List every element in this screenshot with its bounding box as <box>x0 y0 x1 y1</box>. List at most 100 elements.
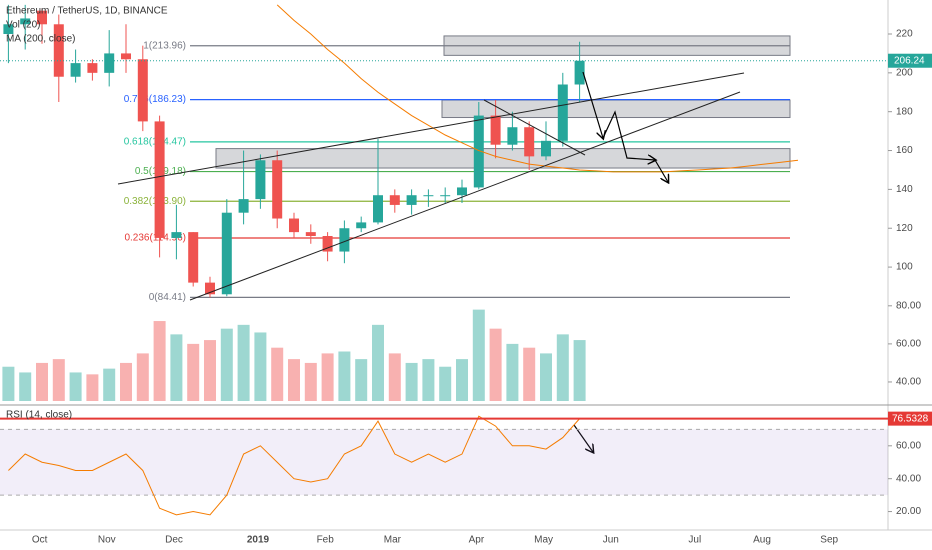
volume-bar <box>69 372 82 401</box>
candle-body <box>188 232 199 283</box>
volume-bar <box>321 353 334 401</box>
candle-body <box>457 187 467 196</box>
rsi-tick-label: 60.00 <box>896 440 921 451</box>
candle-body <box>524 127 535 157</box>
volume-tick-label: 40.00 <box>896 377 921 388</box>
volume-bar <box>120 362 132 401</box>
x-tick-label: 2019 <box>247 535 270 546</box>
rsi-title: RSI (14, close) <box>6 410 72 421</box>
volume-bar <box>2 366 15 401</box>
candle-body <box>305 232 316 237</box>
rsi-tick-label: 20.00 <box>896 506 921 517</box>
volume-bar <box>556 334 569 401</box>
rsi-badge-label: 76.5328 <box>892 413 929 424</box>
y-tick-label: 220 <box>896 29 913 40</box>
volume-tick-label: 60.00 <box>896 339 921 350</box>
trend-line <box>483 99 586 156</box>
volume-bar <box>271 347 284 401</box>
volume-bar <box>237 324 250 401</box>
volume-bar <box>456 359 468 401</box>
volume-bar <box>372 324 384 401</box>
forecast-arrow <box>602 110 655 160</box>
y-tick-label: 140 <box>896 184 913 195</box>
x-tick-label: Nov <box>98 535 116 546</box>
candle-body <box>104 53 115 73</box>
candle-body <box>557 84 568 141</box>
price-axis <box>888 0 932 550</box>
volume-bar <box>439 366 452 401</box>
y-tick-label: 120 <box>896 223 913 234</box>
candle-body <box>339 228 350 252</box>
candle-body <box>423 195 434 197</box>
candle-body <box>289 218 299 233</box>
fib-label: 0.236(114.96) <box>124 233 186 244</box>
x-tick-label: Aug <box>753 535 771 546</box>
price-badge <box>888 53 932 68</box>
x-tick-label: Jun <box>603 535 619 546</box>
rsi-band <box>0 429 888 496</box>
x-tick-label: Dec <box>165 535 183 546</box>
volume-bar <box>540 353 552 401</box>
candle-body <box>356 222 367 229</box>
candle-body <box>255 160 266 200</box>
trend-line <box>189 91 741 301</box>
candle-body <box>87 63 98 73</box>
y-tick-label: 100 <box>896 262 913 273</box>
x-tick-label: Feb <box>317 535 335 546</box>
candle-body <box>171 232 182 238</box>
candle-body <box>20 18 31 25</box>
overlay: 206.24 60.00 40.00 20.00 76.5328 <box>0 53 932 517</box>
candle-body <box>3 24 14 34</box>
candle-body <box>473 115 484 188</box>
candle-body <box>389 195 400 205</box>
candle-body <box>272 160 283 219</box>
volume-bar <box>472 309 485 401</box>
volume-bar <box>405 362 418 401</box>
volume-bar <box>220 328 233 401</box>
x-tick-label: Mar <box>384 535 402 546</box>
volume-title: Vol (20) <box>6 20 40 31</box>
candle-body <box>574 60 585 85</box>
volume-bar <box>52 359 65 401</box>
volume-bar <box>254 332 267 401</box>
trend-line <box>117 72 745 185</box>
price-badge-label: 206.24 <box>894 55 925 66</box>
x-tick-label: Jul <box>688 535 701 546</box>
candle-body <box>322 236 333 252</box>
y-tick-label: 200 <box>896 67 913 78</box>
ma-title: MA (200, close) <box>6 34 75 45</box>
fib-label: 1(213.96) <box>143 40 186 51</box>
candle-body <box>507 127 518 145</box>
candle-body <box>541 140 551 157</box>
fib-label: 0.786(186.23) <box>124 94 186 105</box>
chart-title: Ethereum / TetherUS, 1D, BINANCE <box>6 6 168 17</box>
volume-bar <box>304 362 317 401</box>
volume-bar <box>338 351 351 401</box>
volume-tick-label: 80.00 <box>896 300 921 311</box>
candle-body <box>154 121 165 238</box>
candle-body <box>238 199 249 213</box>
volume-bar <box>170 334 183 401</box>
volume-bar <box>288 359 300 401</box>
candle-body <box>137 59 148 122</box>
x-tick-label: May <box>534 535 553 546</box>
candle-body <box>205 282 215 295</box>
volume-bar <box>86 374 99 401</box>
y-tick-label: 180 <box>896 106 913 117</box>
x-tick-label: Oct <box>32 535 48 546</box>
volume-bar <box>489 328 502 401</box>
rsi-tick-label: 40.00 <box>896 473 921 484</box>
candle-body <box>70 63 81 77</box>
fib-label: 0(84.41) <box>149 292 186 303</box>
volume-bar <box>506 343 519 401</box>
volume-bar <box>19 372 32 401</box>
candle-body <box>490 115 501 145</box>
candle-body <box>406 195 417 205</box>
candle-body <box>221 212 232 295</box>
volume-bar <box>136 353 149 401</box>
volume-bar <box>573 340 586 401</box>
forecast-arrow <box>654 159 668 182</box>
candle-body <box>440 195 451 197</box>
x-tick-label: Sep <box>820 535 838 546</box>
